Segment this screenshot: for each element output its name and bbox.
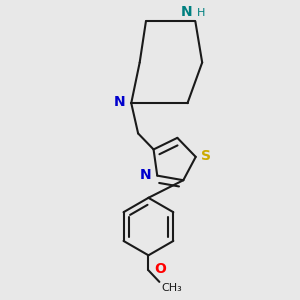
Text: N: N xyxy=(181,5,192,19)
Text: S: S xyxy=(201,149,211,163)
Text: H: H xyxy=(197,8,205,17)
Text: N: N xyxy=(114,95,126,109)
Text: CH₃: CH₃ xyxy=(161,283,182,293)
Text: N: N xyxy=(140,168,152,182)
Text: O: O xyxy=(154,262,166,276)
